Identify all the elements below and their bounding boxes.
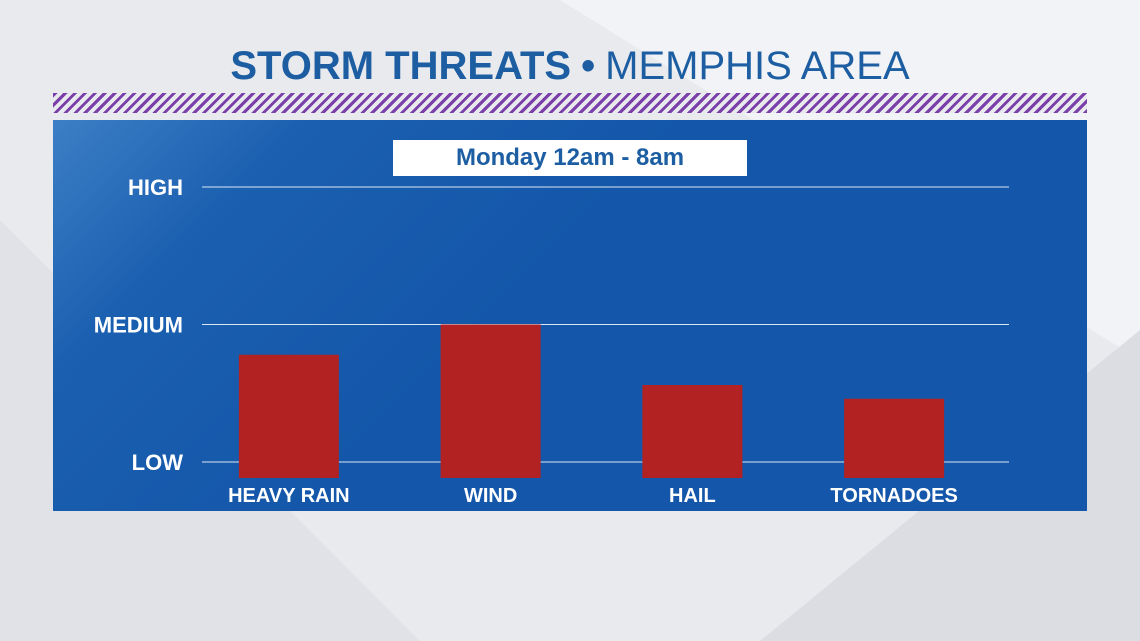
category-label-tornadoes: TORNADOES (830, 485, 957, 507)
title-main: STORM THREATS (230, 44, 572, 88)
bar-tornadoes (844, 398, 945, 478)
chart-title: STORM THREATS • MEMPHIS AREA (0, 40, 1140, 92)
level-label-high: HIGH (128, 175, 183, 200)
level-label-low: LOW (132, 450, 184, 475)
category-label-heavy-rain: HEAVY RAIN (228, 485, 350, 507)
title-location: MEMPHIS AREA (605, 44, 910, 88)
bar-layer (238, 324, 945, 478)
title-separator: • (581, 44, 596, 88)
bar-wind (440, 324, 541, 478)
bar-hail (642, 385, 743, 478)
bar-heavy-rain (238, 354, 339, 478)
timeframe-label: Monday 12am - 8am (393, 140, 747, 176)
level-label-medium: MEDIUM (94, 313, 183, 338)
category-label-layer: HEAVY RAIN WIND HAIL TORNADOES (228, 485, 958, 507)
decorative-stripe (53, 93, 1087, 113)
category-label-wind: WIND (464, 485, 517, 507)
category-label-hail: HAIL (669, 485, 716, 507)
